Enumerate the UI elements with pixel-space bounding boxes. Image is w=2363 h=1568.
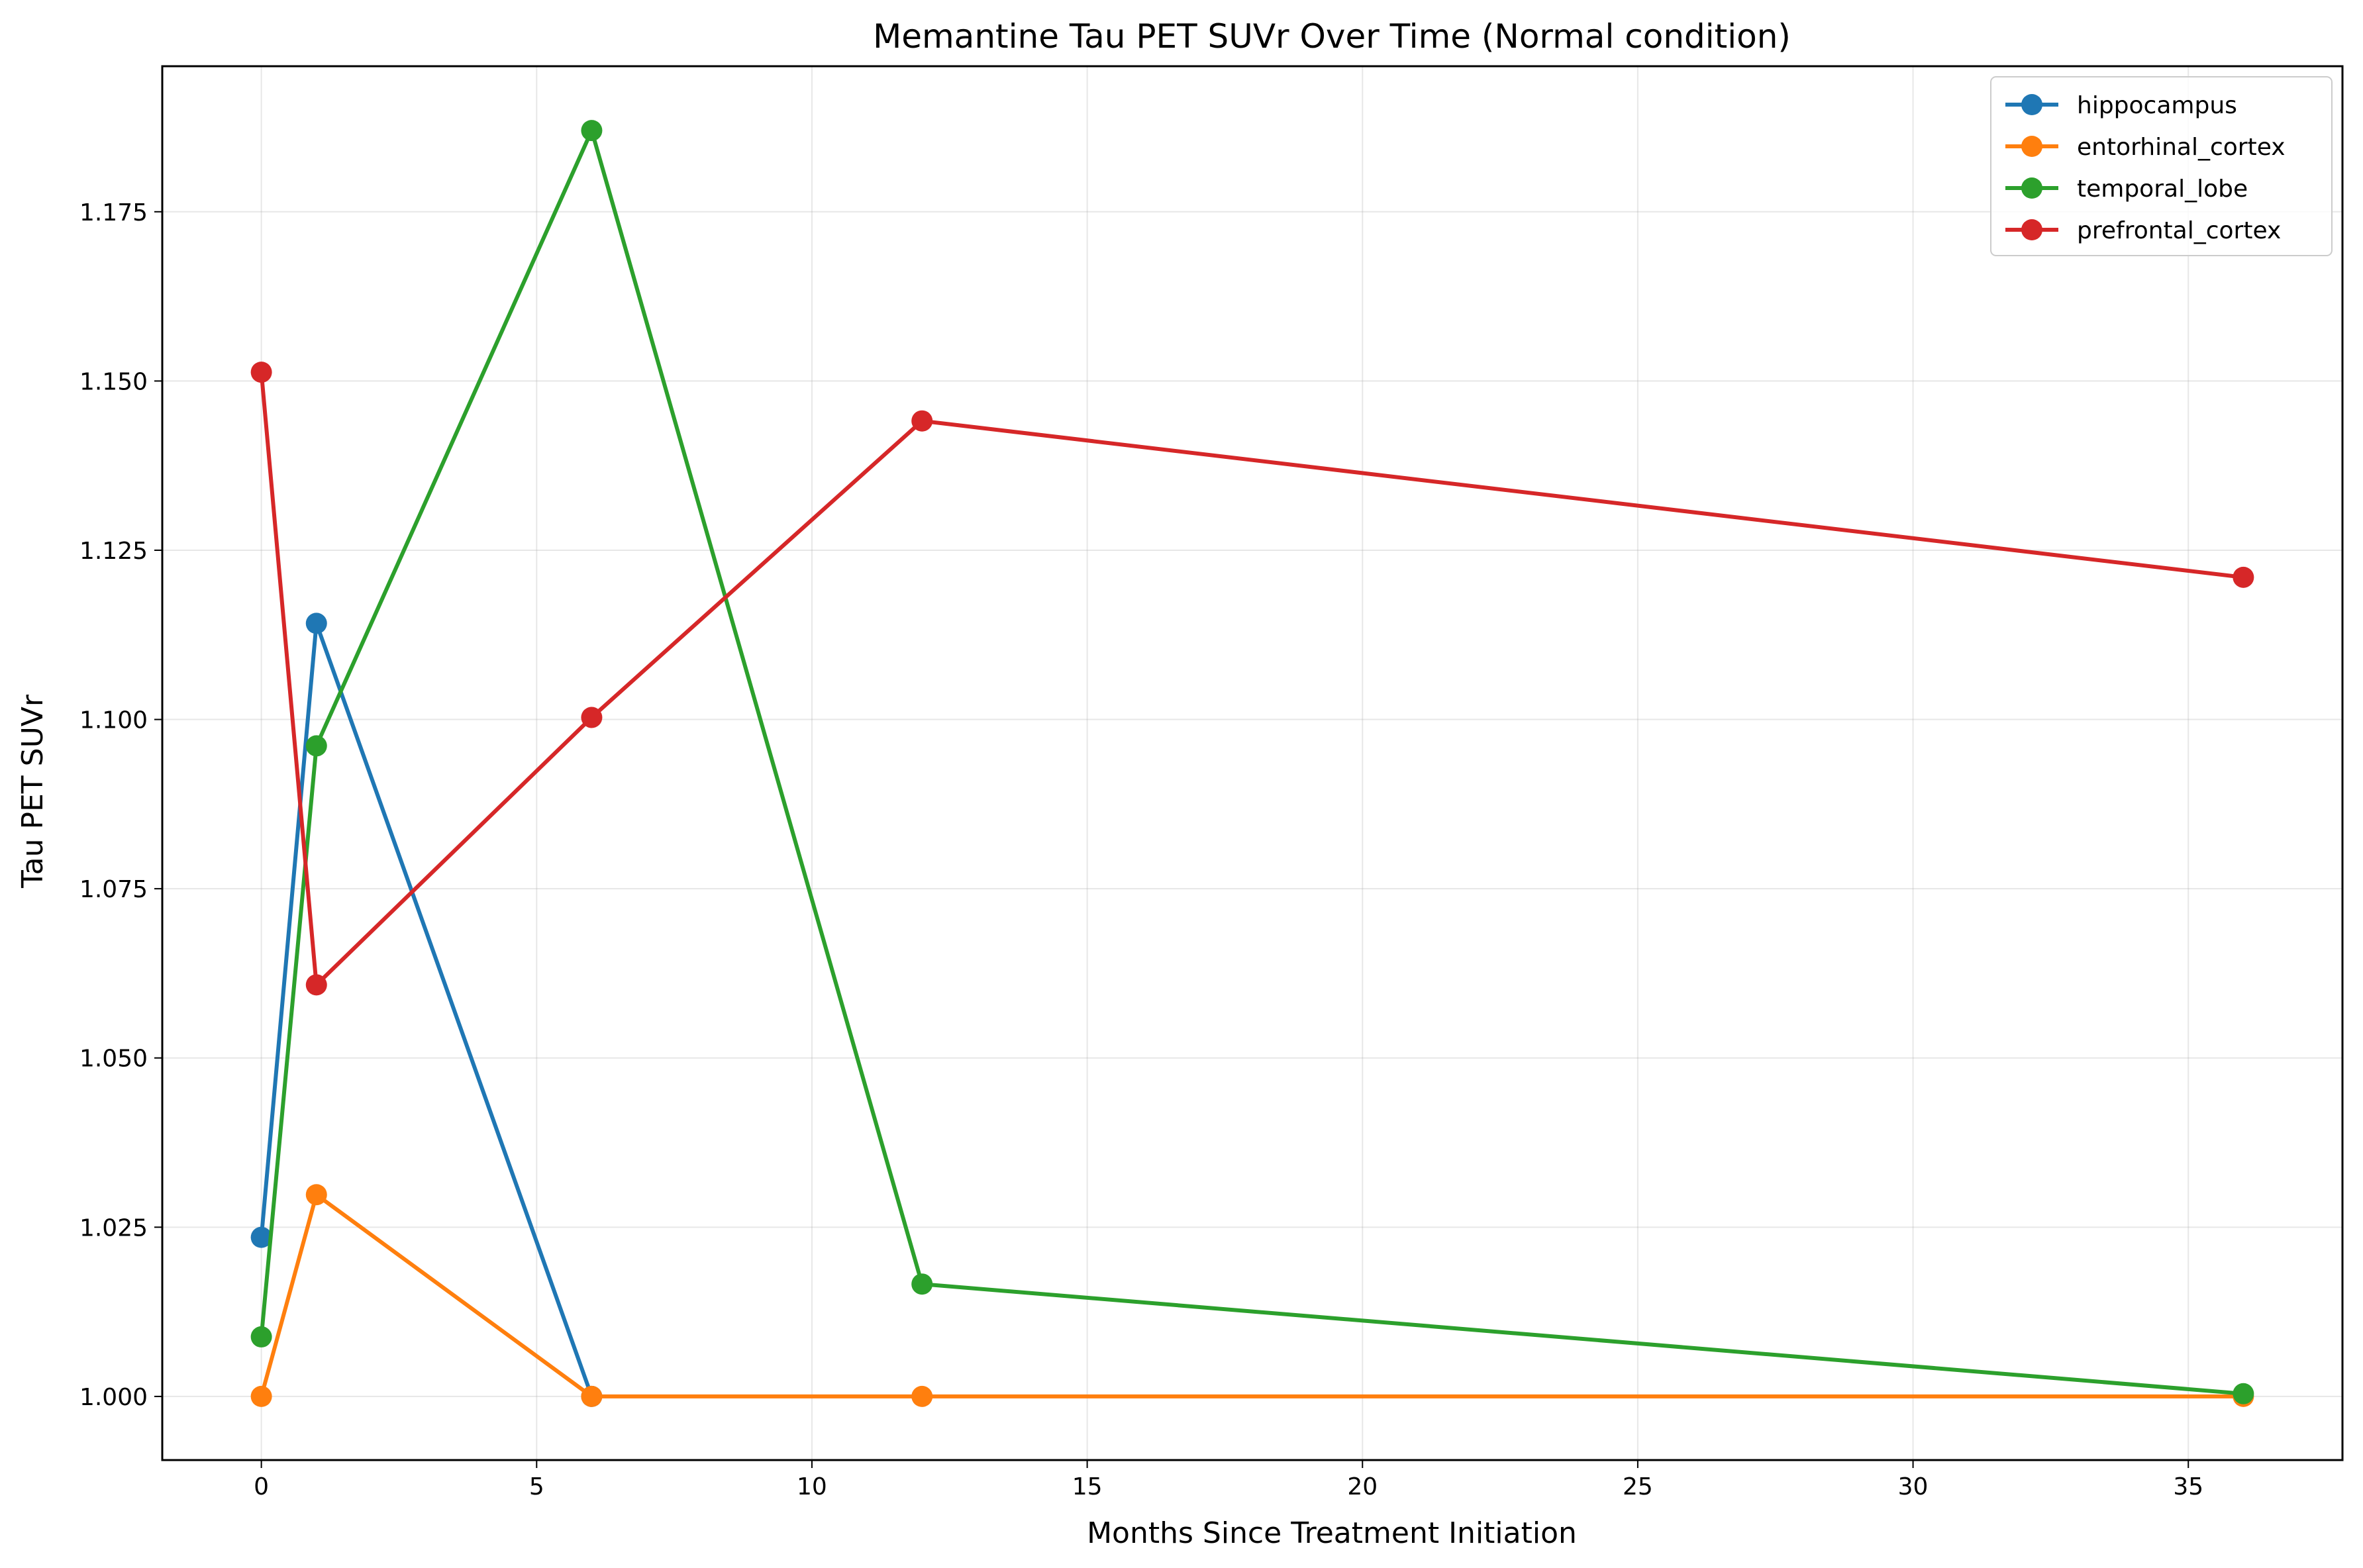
x-tick-label: 25 [1623, 1473, 1653, 1500]
chart-title: Memantine Tau PET SUVr Over Time (Normal… [873, 17, 1791, 56]
x-tick-label: 10 [797, 1473, 827, 1500]
data-point [305, 612, 327, 634]
x-tick-label: 0 [254, 1473, 269, 1500]
x-tick-label: 20 [1347, 1473, 1378, 1500]
series-prefrontal_cortex [250, 362, 2254, 996]
y-tick-label: 1.175 [79, 199, 148, 226]
grid [162, 66, 2342, 1460]
data-point [250, 1326, 272, 1348]
y-tick-label: 1.150 [79, 368, 148, 395]
data-point [305, 974, 327, 996]
data-point [250, 1226, 272, 1248]
y-tick-label: 1.125 [79, 538, 148, 565]
series-group [250, 120, 2254, 1407]
legend-marker [2021, 94, 2042, 115]
data-point [581, 1385, 603, 1407]
data-point [250, 1385, 272, 1407]
legend-item: temporal_lobe [2005, 175, 2248, 203]
legend-marker [2021, 219, 2042, 240]
plot-frame [161, 65, 2344, 1461]
y-tick-label: 1.075 [79, 876, 148, 903]
y-tick-label: 1.100 [79, 707, 148, 734]
series-temporal_lobe [250, 120, 2254, 1404]
data-point [911, 1385, 933, 1407]
y-tick-label: 1.050 [79, 1046, 148, 1073]
legend-label: prefrontal_cortex [2077, 217, 2281, 244]
legend: hippocampus entorhinal_cortex temporal_lob… [1990, 76, 2333, 256]
data-point [2233, 1383, 2254, 1404]
legend-label: temporal_lobe [2077, 175, 2248, 203]
data-point [911, 410, 933, 432]
legend-item: hippocampus [2005, 92, 2237, 119]
data-point [250, 362, 272, 383]
data-point [305, 735, 327, 757]
x-tick-label: 15 [1072, 1473, 1103, 1500]
x-tick-label: 5 [529, 1473, 544, 1500]
x-tick-label: 30 [1898, 1473, 1929, 1500]
y-tick-label: 1.025 [79, 1214, 148, 1242]
y-tick-label: 1.000 [79, 1384, 148, 1411]
data-point [305, 1184, 327, 1206]
data-point [911, 1273, 933, 1295]
data-point [2233, 566, 2254, 588]
x-axis-label: Months Since Treatment Initiation [1087, 1516, 1577, 1550]
y-axis-label: Tau PET SUVr [16, 694, 50, 889]
legend-marker [2021, 177, 2042, 199]
legend-label: entorhinal_cortex [2077, 134, 2286, 161]
data-point [581, 120, 603, 142]
legend-item: prefrontal_cortex [2005, 217, 2281, 244]
legend-marker [2021, 136, 2042, 157]
x-tick-label: 35 [2173, 1473, 2203, 1500]
y-axis-ticks: 1.000 1.025 1.050 1.075 1.100 1.125 1.150 1.175 [79, 199, 162, 1411]
x-axis-ticks: 0 5 10 15 20 25 30 35 [254, 1460, 2203, 1500]
data-point [581, 707, 603, 728]
legend-item: entorhinal_cortex [2005, 134, 2286, 161]
legend-frame [1990, 76, 2333, 256]
legend-label: hippocampus [2077, 92, 2237, 119]
